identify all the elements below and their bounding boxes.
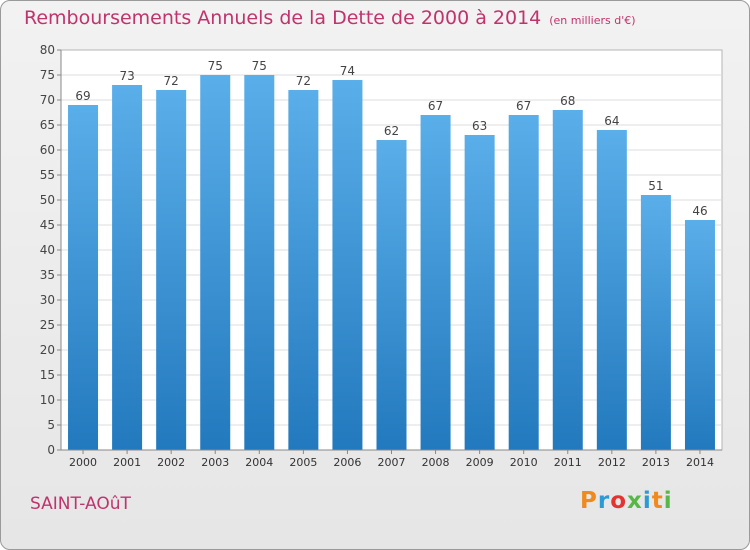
bar [332,80,363,450]
bar [376,140,407,450]
y-tick-label: 55 [40,168,55,182]
y-tick-label: 35 [40,268,55,282]
data-label: 69 [75,89,90,103]
bar [464,135,495,450]
y-tick-label: 10 [40,393,55,407]
x-tick-label: 2012 [598,456,626,469]
data-label: 46 [692,204,707,218]
bar [596,130,627,450]
x-tick-label: 2001 [113,456,141,469]
x-tick-label: 2000 [69,456,97,469]
chart-title: Remboursements Annuels de la Dette de 20… [24,7,636,29]
x-tick-label: 2009 [466,456,494,469]
y-tick-label: 5 [47,418,55,432]
y-tick-label: 40 [40,243,55,257]
y-tick-label: 50 [40,193,55,207]
bar [420,115,451,450]
y-tick-label: 20 [40,343,55,357]
bar [68,105,99,450]
logo-letter: o [610,488,628,514]
proxiti-logo: Proxiti [580,488,673,514]
bar [684,220,715,450]
y-tick-label: 80 [40,43,55,57]
y-tick-label: 75 [40,68,55,82]
bar [156,90,187,450]
data-label: 72 [164,74,179,88]
y-tick-label: 60 [40,143,55,157]
data-label: 67 [516,99,531,113]
bar [552,110,583,450]
logo-letter: P [580,488,598,514]
y-tick-label: 15 [40,368,55,382]
logo-letter: i [642,488,652,514]
bar [200,75,231,450]
data-label: 74 [340,64,355,78]
data-label: 64 [604,114,619,128]
x-tick-label: 2011 [554,456,582,469]
title-text: Remboursements Annuels de la Dette de 20… [24,7,542,29]
title-unit: (en milliers d'€) [549,14,636,27]
data-label: 72 [296,74,311,88]
logo-letter: t [651,488,664,514]
city-name: SAINT-AOûT [30,494,131,514]
logo-letter: x [627,488,643,514]
x-tick-label: 2010 [510,456,538,469]
bar [640,195,671,450]
x-tick-label: 2008 [422,456,450,469]
data-label: 73 [119,69,134,83]
bar [244,75,275,450]
logo-letter: r [597,488,611,514]
y-tick-label: 65 [40,118,55,132]
bar [288,90,319,450]
y-tick-label: 25 [40,318,55,332]
y-tick-label: 0 [47,443,55,457]
bar [508,115,539,450]
x-tick-label: 2004 [245,456,273,469]
y-tick-label: 45 [40,218,55,232]
y-tick-label: 70 [40,93,55,107]
bar [112,85,143,450]
x-tick-label: 2007 [378,456,406,469]
data-label: 75 [252,59,267,73]
y-tick-label: 30 [40,293,55,307]
x-tick-label: 2014 [686,456,714,469]
data-label: 68 [560,94,575,108]
data-label: 51 [648,179,663,193]
x-tick-label: 2006 [333,456,361,469]
x-tick-label: 2013 [642,456,670,469]
data-label: 62 [384,124,399,138]
logo-letter: i [663,488,673,514]
data-label: 75 [208,59,223,73]
x-tick-label: 2005 [289,456,317,469]
data-label: 63 [472,119,487,133]
data-label: 67 [428,99,443,113]
x-tick-label: 2003 [201,456,229,469]
x-tick-label: 2002 [157,456,185,469]
